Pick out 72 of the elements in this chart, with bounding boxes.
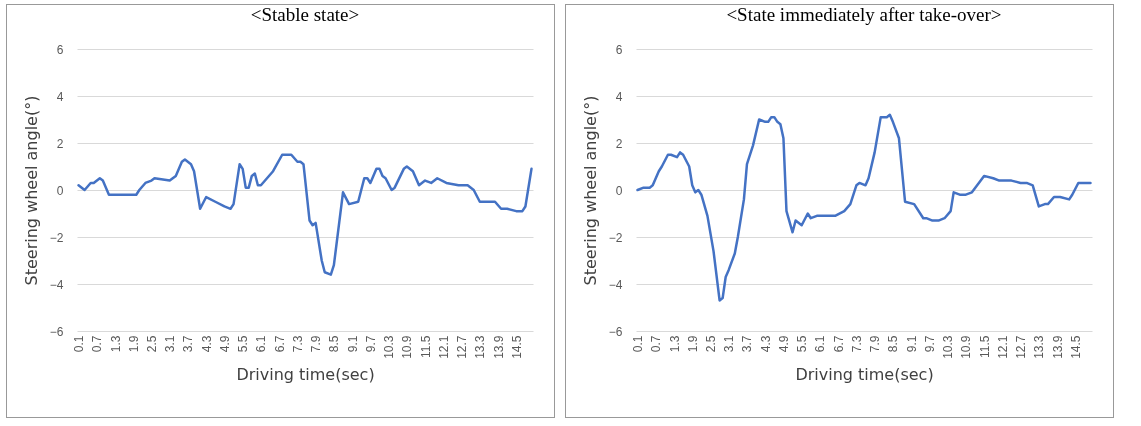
x-tick-label: 1.9 <box>126 335 141 353</box>
x-tick-label: 11.5 <box>977 335 992 358</box>
x-tick-label: 3.7 <box>740 335 755 353</box>
line-series <box>77 153 533 276</box>
x-tick-label: 6.1 <box>813 335 828 353</box>
x-tick-label: 13.3 <box>473 335 488 359</box>
y-tick-label: −2 <box>608 230 623 245</box>
x-tick-label: 3.7 <box>181 335 196 353</box>
x-tick-label: 4.9 <box>776 335 791 353</box>
x-tick-label: 3.1 <box>722 335 737 353</box>
y-axis-title: Steering wheel angle(°) <box>21 95 41 286</box>
x-tick-label: 4.9 <box>217 335 232 353</box>
x-tick-label: 4.3 <box>758 335 773 353</box>
x-tick-label: 12.1 <box>995 335 1010 359</box>
x-tick-label: 10.3 <box>382 335 397 359</box>
x-tick-label: 13.9 <box>1050 335 1065 359</box>
x-tick-label: 14.5 <box>1068 335 1083 359</box>
x-tick-label: 11.5 <box>418 335 433 358</box>
x-tick-label: 0.7 <box>649 335 664 353</box>
x-tick-label: 9.7 <box>363 335 378 353</box>
x-tick-label: 12.7 <box>1014 335 1029 359</box>
x-tick-label: 10.3 <box>941 335 956 359</box>
x-tick-label: 9.1 <box>904 335 919 353</box>
x-tick-label: 6.7 <box>272 335 287 353</box>
x-tick-label: 1.3 <box>667 335 682 353</box>
chart-title: <Stable state> <box>250 4 360 25</box>
x-tick-label: 14.5 <box>509 335 524 359</box>
y-tick-label: 2 <box>56 136 64 151</box>
x-tick-label: 8.5 <box>886 335 901 353</box>
x-tick-label: 7.9 <box>309 335 324 353</box>
x-tick-label: 3.1 <box>163 335 178 353</box>
x-tick-label: 2.5 <box>703 335 718 353</box>
y-tick-label: 4 <box>56 89 64 104</box>
y-tick-label: −6 <box>49 324 64 339</box>
x-tick-label: 4.3 <box>199 335 214 353</box>
y-tick-label: 0 <box>56 183 64 198</box>
x-axis-title: Driving time(sec) <box>795 364 934 384</box>
y-tick-label: −2 <box>49 230 64 245</box>
x-tick-label: 0.7 <box>90 335 105 353</box>
x-tick-label: 7.3 <box>290 335 305 353</box>
x-tick-label: 2.5 <box>144 335 159 353</box>
y-axis-title: Steering wheel angle(°) <box>580 95 600 286</box>
x-tick-label: 0.1 <box>631 335 646 353</box>
x-tick-label: 12.7 <box>455 335 470 359</box>
y-tick-label: −4 <box>49 277 64 292</box>
y-tick-label: −6 <box>608 324 623 339</box>
x-tick-label: 1.9 <box>685 335 700 353</box>
y-tick-label: −4 <box>608 277 623 292</box>
y-tick-label: 2 <box>615 136 623 151</box>
x-tick-label: 7.9 <box>868 335 883 353</box>
x-tick-label: 0.1 <box>72 335 87 353</box>
x-tick-label: 9.7 <box>922 335 937 353</box>
x-tick-label: 13.3 <box>1032 335 1047 359</box>
x-tick-label: 1.3 <box>108 335 123 353</box>
y-tick-label: 0 <box>615 183 623 198</box>
x-tick-label: 10.9 <box>400 335 415 359</box>
x-tick-label: 13.9 <box>491 335 506 359</box>
x-tick-label: 12.1 <box>436 335 451 359</box>
y-tick-label: 4 <box>615 89 623 104</box>
x-tick-label: 5.5 <box>236 335 251 353</box>
x-tick-label: 7.3 <box>849 335 864 353</box>
x-tick-label: 9.1 <box>345 335 360 353</box>
x-tick-label: 6.7 <box>831 335 846 353</box>
x-axis-title: Driving time(sec) <box>236 364 375 384</box>
x-tick-label: 8.5 <box>327 335 342 353</box>
x-tick-label: 5.5 <box>795 335 810 353</box>
line-series <box>636 113 1092 302</box>
chart-title: <State immediately after take-over> <box>726 4 1002 25</box>
x-tick-label: 10.9 <box>959 335 974 359</box>
x-tick-label: 6.1 <box>254 335 269 353</box>
y-tick-label: 6 <box>615 42 623 57</box>
y-tick-label: 6 <box>56 42 64 57</box>
